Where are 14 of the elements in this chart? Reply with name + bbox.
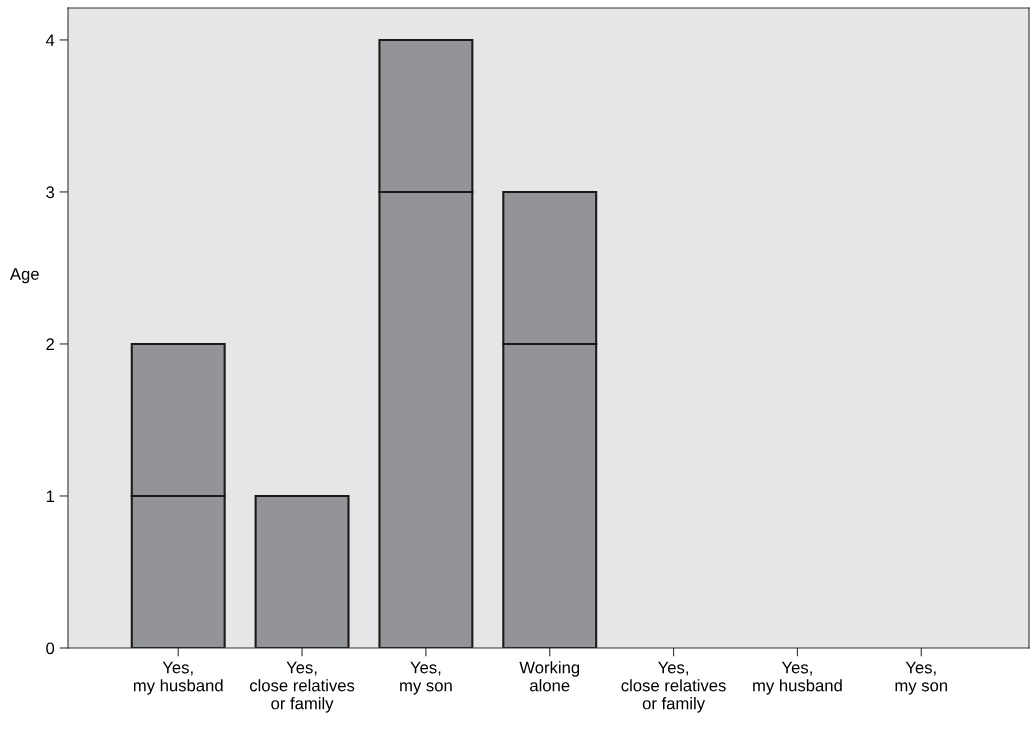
x-tick-label: Yes, my husband xyxy=(753,661,842,695)
x-tick-label: Yes, my son xyxy=(400,661,452,695)
x-tick-label: Yes, close relatives or family xyxy=(621,661,726,713)
x-tick-label: Yes, close relatives or family xyxy=(249,661,355,713)
y-tick-label: 3 xyxy=(46,186,55,199)
y-tick-label: 1 xyxy=(46,490,54,503)
x-tick-label: Yes, my husband xyxy=(133,661,223,695)
y-axis-title: Age xyxy=(9,268,39,284)
x-tick-label: Working alone xyxy=(519,661,580,692)
x-tick-label: Yes, my son xyxy=(895,661,948,695)
y-tick-label: 0 xyxy=(46,642,55,655)
y-tick-label: 2 xyxy=(46,338,54,350)
y-tick-label: 4 xyxy=(45,34,55,46)
bar xyxy=(254,494,350,648)
